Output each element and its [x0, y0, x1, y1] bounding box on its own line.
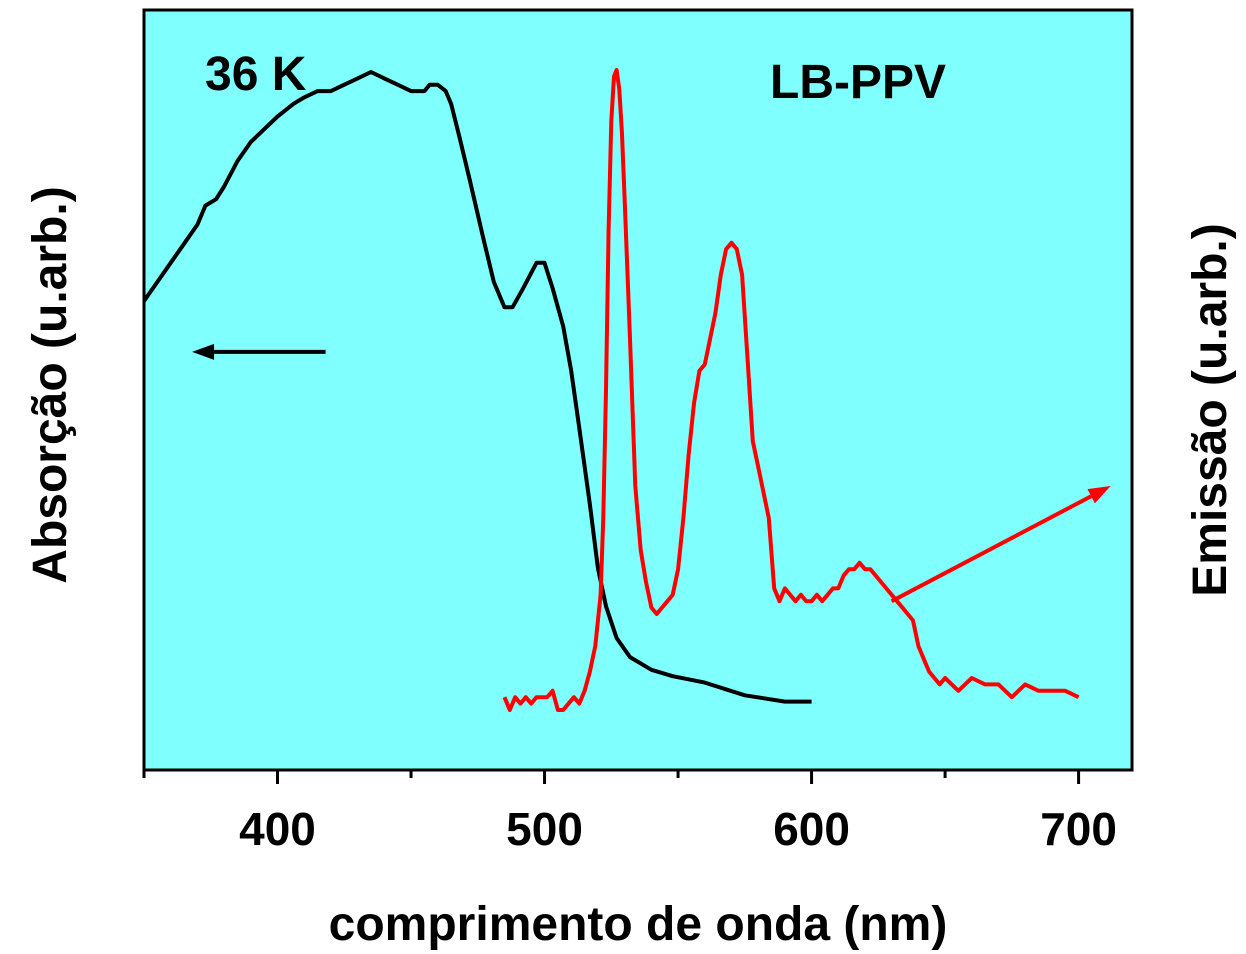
emission-axis-arrow-shaft	[890, 494, 1093, 603]
x-ticks	[142, 770, 1081, 784]
curves-layer	[142, 68, 1080, 712]
x-tick-labels: 400 500 600 700	[239, 803, 1117, 855]
absorption-axis-arrow-head	[192, 343, 215, 360]
plot-frame	[142, 8, 1134, 772]
x-tick-label: 400	[239, 803, 316, 855]
x-tick-label: 700	[1040, 803, 1117, 855]
emission-axis-arrow-head	[1087, 486, 1111, 504]
left-y-axis-title: Absorção (u.arb.)	[24, 186, 77, 583]
emission-series-line	[502, 68, 1080, 712]
sample-annotation: LB-PPV	[770, 56, 946, 109]
arrows-layer	[192, 343, 1111, 603]
plot-area	[144, 10, 1132, 770]
x-axis-title: comprimento de onda (nm)	[329, 898, 948, 951]
x-tick-label: 500	[506, 803, 583, 855]
temperature-annotation: 36 K	[205, 48, 307, 101]
right-y-axis-title: Emissão (u.arb.)	[1184, 223, 1237, 596]
x-tick-label: 600	[773, 803, 850, 855]
